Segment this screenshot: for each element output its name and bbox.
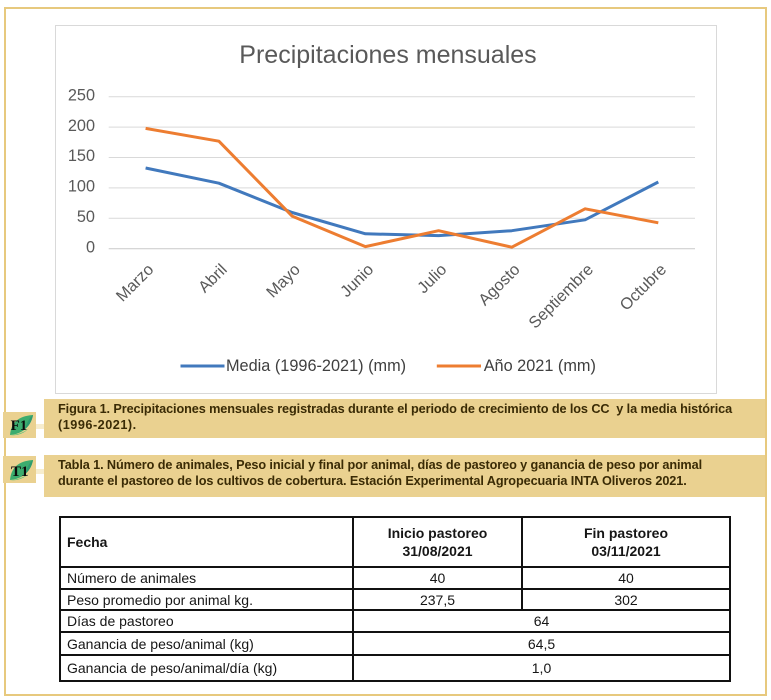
svg-text:Agosto: Agosto xyxy=(475,261,524,310)
svg-text:150: 150 xyxy=(68,147,95,165)
svg-text:Mayo: Mayo xyxy=(263,261,304,302)
svg-text:Septiembre: Septiembre xyxy=(525,261,597,333)
svg-text:200: 200 xyxy=(68,117,95,135)
svg-text:Junio: Junio xyxy=(337,261,377,301)
svg-text:50: 50 xyxy=(77,208,95,226)
svg-text:Marzo: Marzo xyxy=(113,261,158,306)
svg-text:250: 250 xyxy=(68,86,95,104)
svg-text:0: 0 xyxy=(86,238,95,256)
svg-text:Octubre: Octubre xyxy=(616,261,670,315)
svg-text:Precipitaciones mensuales: Precipitaciones mensuales xyxy=(239,41,536,69)
svg-text:Año 2021 (mm): Año 2021 (mm) xyxy=(484,357,596,375)
svg-text:Julio: Julio xyxy=(414,261,450,297)
svg-text:Abril: Abril xyxy=(195,261,231,297)
svg-text:100: 100 xyxy=(68,178,95,196)
svg-text:Media (1996-2021) (mm): Media (1996-2021) (mm) xyxy=(226,357,406,375)
